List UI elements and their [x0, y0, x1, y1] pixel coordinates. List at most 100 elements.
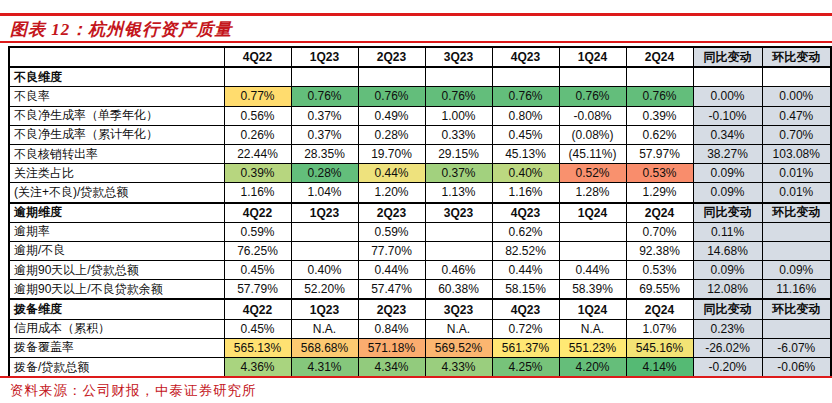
table-cell: 0.62%	[492, 222, 559, 241]
table-cell: 0.76%	[492, 87, 559, 106]
table-cell: 0.53%	[626, 164, 693, 183]
table-cell: 1.00%	[425, 106, 492, 125]
table-cell: 76.25%	[224, 241, 291, 260]
table-cell: 4Q22	[224, 299, 291, 319]
table-cell: 同比变动	[693, 299, 762, 319]
table-cell	[762, 241, 831, 260]
table-cell: 0.45%	[224, 261, 291, 280]
table-cell: 3Q23	[425, 203, 492, 223]
table-cell: N.A.	[559, 319, 626, 338]
row-label: (关注+不良)/贷款总额	[9, 183, 224, 203]
table-cell: 0.09%	[693, 261, 762, 280]
table-cell: N.A.	[291, 319, 358, 338]
table-cell: 4.14%	[626, 358, 693, 378]
table-cell: 0.76%	[291, 87, 358, 106]
table-cell: 0.40%	[291, 261, 358, 280]
table-cell: 77.70%	[358, 241, 425, 260]
table-cell: 29.15%	[425, 144, 492, 163]
table-cell: 0.70%	[626, 222, 693, 241]
table-row: 逾期90天以上/不良贷款余额57.79%52.20%57.47%60.38%58…	[9, 280, 831, 300]
asset-quality-table: 4Q221Q232Q233Q234Q231Q242Q24同比变动环比变动不良维度…	[8, 46, 832, 378]
table-cell: 0.59%	[224, 222, 291, 241]
table-cell: 22.44%	[224, 144, 291, 163]
top-rule	[0, 13, 832, 16]
table-cell: 0.09%	[762, 261, 831, 280]
table-cell: 0.77%	[224, 87, 291, 106]
table-section-row: 不良维度	[9, 67, 831, 87]
table-cell: 0.84%	[358, 319, 425, 338]
table-cell: 52.20%	[291, 280, 358, 300]
table-cell: 4.33%	[425, 358, 492, 378]
table-cell: 4Q22	[224, 203, 291, 223]
row-label	[9, 47, 224, 67]
source-note: 资料来源：公司财报，中泰证券研究所	[10, 382, 830, 400]
table-section-row: 逾期维度4Q221Q232Q233Q234Q231Q242Q24同比变动环比变动	[9, 203, 831, 223]
row-label: 不良净生成率（累计年化）	[9, 125, 224, 144]
table-cell: 0.37%	[291, 125, 358, 144]
table-cell: 同比变动	[693, 203, 762, 223]
table-cell: 0.09%	[693, 164, 762, 183]
table-cell: 60.38%	[425, 280, 492, 300]
row-label: 不良维度	[9, 67, 224, 87]
table-cell: 2Q23	[358, 47, 425, 67]
table-row: 关注类占比0.39%0.28%0.44%0.37%0.40%0.52%0.53%…	[9, 164, 831, 183]
table-cell: 0.44%	[358, 261, 425, 280]
row-label: 拨备维度	[9, 299, 224, 319]
table-cell: 92.38%	[626, 241, 693, 260]
table-cell: 0.28%	[358, 125, 425, 144]
table-cell: 0.80%	[492, 106, 559, 125]
table-cell: 58.15%	[492, 280, 559, 300]
table-cell: 0.39%	[224, 164, 291, 183]
table-cell: 1.04%	[291, 183, 358, 203]
table-row: 逾期/不良76.25%77.70%82.52%92.38%14.68%	[9, 241, 831, 260]
table-cell: 0.52%	[559, 164, 626, 183]
table-cell: 0.00%	[762, 87, 831, 106]
table-cell: 0.45%	[224, 319, 291, 338]
table-cell: 2Q23	[358, 203, 425, 223]
table-cell: -0.10%	[693, 106, 762, 125]
table-cell: 1Q24	[559, 299, 626, 319]
table-cell: 1Q23	[291, 203, 358, 223]
table-row: 信用成本（累积）0.45%N.A.0.84%N.A.0.72%N.A.1.07%…	[9, 319, 831, 338]
table-cell: 4.34%	[358, 358, 425, 378]
table-cell: 0.39%	[626, 106, 693, 125]
row-label: 逾期/不良	[9, 241, 224, 260]
table-cell: 0.45%	[492, 125, 559, 144]
table-cell	[559, 222, 626, 241]
table-cell: 环比变动	[762, 47, 831, 67]
table-cell	[762, 319, 831, 338]
table-cell: 0.49%	[358, 106, 425, 125]
table-row: 逾期90天以上/贷款总额0.45%0.40%0.44%0.46%0.44%0.4…	[9, 261, 831, 280]
table-cell: 4Q23	[492, 299, 559, 319]
table-cell: 4.36%	[224, 358, 291, 378]
table-cell	[762, 67, 831, 87]
table-cell: 11.16%	[762, 280, 831, 300]
row-label: 逾期率	[9, 222, 224, 241]
table-cell: -0.06%	[762, 358, 831, 378]
table-cell: 45.13%	[492, 144, 559, 163]
table-cell: 1Q23	[291, 47, 358, 67]
table-cell: 1Q23	[291, 299, 358, 319]
table-cell: 57.47%	[358, 280, 425, 300]
table-cell: 0.76%	[425, 87, 492, 106]
row-label: 关注类占比	[9, 164, 224, 183]
table-cell	[291, 241, 358, 260]
table-cell: 环比变动	[762, 299, 831, 319]
table-cell: 0.56%	[224, 106, 291, 125]
table-cell: 4.20%	[559, 358, 626, 378]
table-cell: 0.37%	[291, 106, 358, 125]
table-cell: 4Q23	[492, 203, 559, 223]
table-row: 不良净生成率（累计年化）0.26%0.37%0.28%0.33%0.45%(0.…	[9, 125, 831, 144]
table-cell: 0.37%	[425, 164, 492, 183]
table-cell: 0.40%	[492, 164, 559, 183]
table-cell: 0.53%	[626, 261, 693, 280]
table-cell: 1.16%	[492, 183, 559, 203]
table-cell: 551.23%	[559, 338, 626, 357]
table-cell: 571.18%	[358, 338, 425, 357]
table-cell	[425, 241, 492, 260]
table-cell: 1.28%	[559, 183, 626, 203]
table-cell: 14.68%	[693, 241, 762, 260]
table-cell: 0.28%	[291, 164, 358, 183]
table-cell: 0.26%	[224, 125, 291, 144]
table-cell: 0.76%	[358, 87, 425, 106]
